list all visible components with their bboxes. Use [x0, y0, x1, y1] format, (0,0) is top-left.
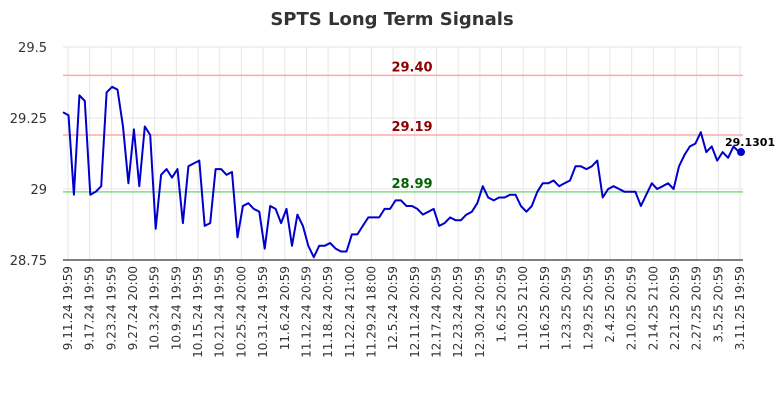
- signal-level-label: 29.19: [391, 120, 432, 135]
- grid: [63, 46, 743, 261]
- x-tick-label: 2.4.25 20:59: [603, 266, 617, 343]
- x-tick-label: 12.30.24 20:59: [473, 266, 487, 358]
- series-line: [62, 85, 740, 259]
- x-tick-label: 12.5.24 20:59: [386, 266, 400, 350]
- x-tick-label: 9.27.24 20:00: [126, 266, 140, 350]
- x-tick-label: 1.29.25 20:59: [581, 266, 595, 350]
- x-tick-label: 12.11.24 20:59: [408, 266, 422, 358]
- x-tick-label: 10.25.24 20:00: [234, 266, 248, 358]
- x-tick-label: 1.16.25 20:59: [538, 266, 552, 350]
- chart-title: SPTS Long Term Signals: [270, 9, 513, 30]
- x-tick-label: 1.10.25 21:00: [516, 266, 530, 350]
- x-tick-label: 3.11.25 19:59: [733, 266, 747, 350]
- x-tick-label: 10.3.24 19:59: [148, 266, 162, 350]
- x-tick-label: 11.12.24 20:59: [299, 266, 313, 358]
- signal-level-label: 29.40: [391, 60, 432, 75]
- x-tick-label: 10.15.24 19:59: [191, 266, 205, 358]
- y-tick-label: 28.75: [10, 254, 47, 269]
- x-tick-label: 2.10.25 20:59: [625, 266, 639, 350]
- x-tick-label: 12.23.24 20:59: [451, 266, 465, 358]
- x-tick-label: 2.27.25 20:59: [690, 266, 704, 350]
- annotations: 29.1301: [725, 136, 775, 157]
- x-tick-label: 9.11.24 19:59: [61, 266, 75, 350]
- y-tick-label: 29: [30, 183, 47, 198]
- x-tick-label: 1.6.25 20:59: [495, 266, 509, 343]
- last-value-marker: [737, 148, 745, 157]
- x-tick-label: 10.9.24 19:59: [169, 266, 183, 350]
- x-tick-label: 9.23.24 19:59: [104, 266, 118, 350]
- x-tick-label: 1.23.25 20:59: [560, 266, 574, 350]
- x-tick-label: 10.21.24 19:59: [213, 266, 227, 358]
- x-tick-label: 2.21.25 20:59: [668, 266, 682, 350]
- y-tick-label: 29.5: [18, 41, 47, 56]
- x-tick-labels: 9.11.24 19:59 9.17.24 19:59 9.23.24 19:59 9…: [61, 266, 747, 358]
- x-tick-label: 11.29.24 18:00: [364, 266, 378, 358]
- x-tick-label: 11.18.24 20:59: [321, 266, 335, 358]
- x-tick-label: 12.17.24 20:59: [430, 266, 444, 358]
- last-value-label: 29.1301: [725, 136, 775, 149]
- x-tick-label: 10.31.24 19:59: [256, 266, 270, 358]
- x-tick-label: 11.22.24 21:00: [343, 266, 357, 358]
- signal-level-label: 28.99: [391, 177, 432, 192]
- x-tick-label: 3.5.25 20:59: [711, 266, 725, 343]
- y-tick-label: 29.25: [10, 112, 47, 127]
- x-tick-label: 2.14.25 21:00: [646, 266, 660, 350]
- x-tick-label: 11.6.24 20:59: [278, 266, 292, 350]
- y-tick-labels: 28.75 29 29.25 29.5: [10, 41, 47, 269]
- x-tick-label: 9.17.24 19:59: [83, 266, 97, 350]
- series: [62, 85, 740, 259]
